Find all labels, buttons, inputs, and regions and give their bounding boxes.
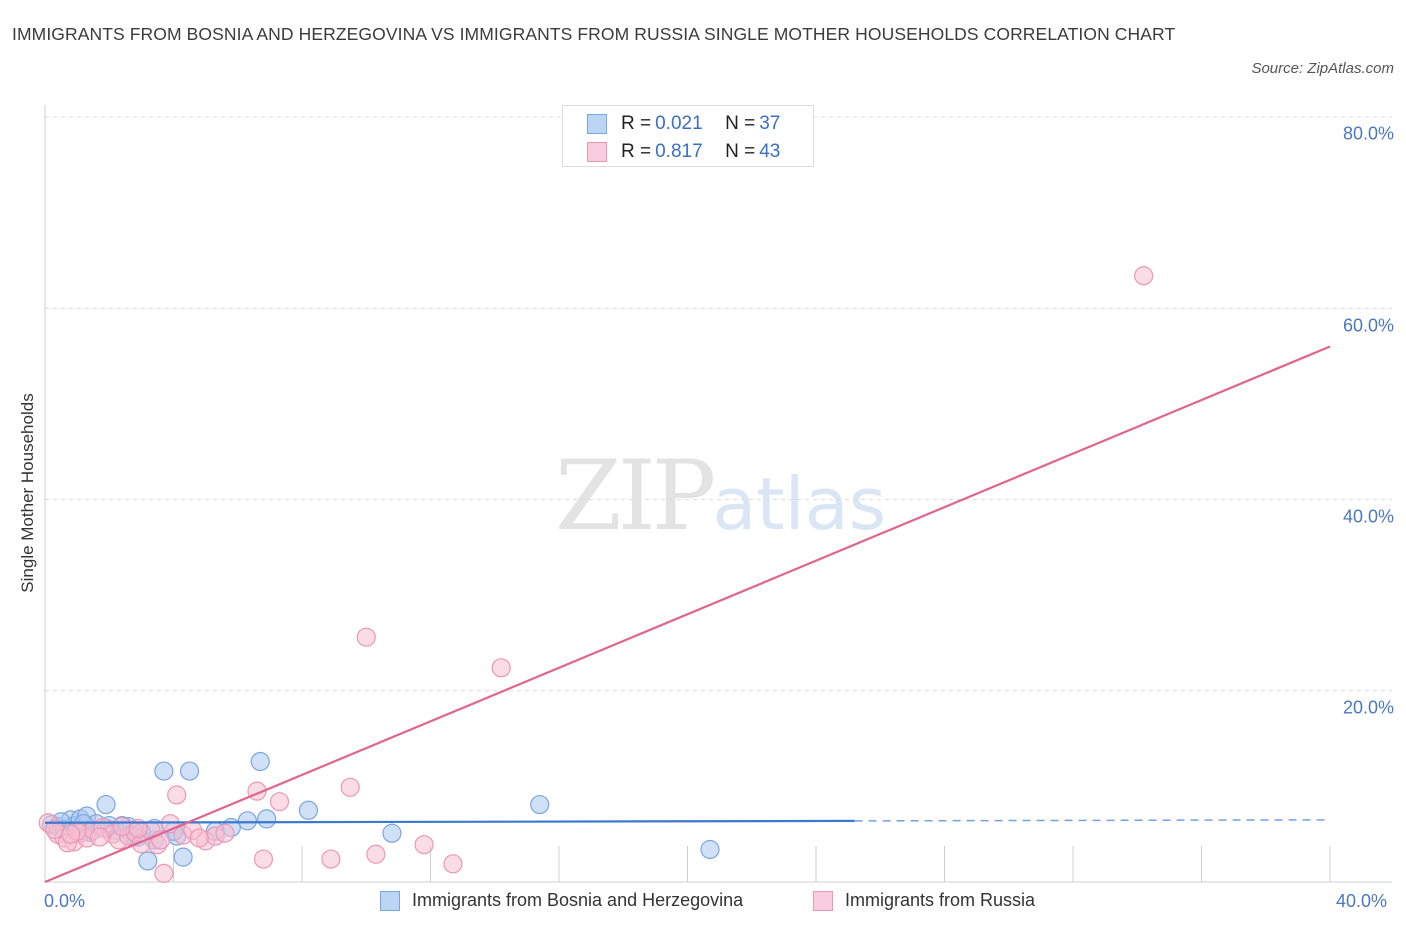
trend-line-russia xyxy=(44,345,1331,884)
point-bosnia xyxy=(237,811,257,831)
point-russia xyxy=(414,835,434,855)
r-label: R = xyxy=(621,141,652,162)
point-russia xyxy=(356,627,376,647)
legend-label-bosnia: Immigrants from Bosnia and Herzegovina xyxy=(412,890,744,910)
point-russia xyxy=(1134,266,1154,286)
trend-line-bosnia-dashed xyxy=(854,819,1331,822)
point-bosnia xyxy=(154,761,174,781)
stats-legend-row-russia: R = 0.817 N = 43 xyxy=(587,139,780,165)
point-russia xyxy=(167,785,187,805)
data-points xyxy=(38,266,1154,883)
point-bosnia xyxy=(138,851,158,871)
legend-label-russia: Immigrants from Russia xyxy=(845,890,1036,910)
point-bosnia xyxy=(257,809,277,829)
trend-lines xyxy=(44,345,1331,884)
point-bosnia xyxy=(382,823,402,843)
legend-swatch-russia xyxy=(813,890,833,911)
point-bosnia xyxy=(250,751,270,772)
point-bosnia xyxy=(173,847,193,867)
point-russia xyxy=(128,818,148,839)
watermark: ZIPatlas xyxy=(555,440,886,552)
r-value: 0.817 xyxy=(655,141,703,162)
legend-swatch-bosnia xyxy=(380,890,400,911)
point-russia xyxy=(443,854,463,874)
point-russia xyxy=(215,823,235,843)
legend-item-bosnia: Immigrants from Bosnia and Herzegovina xyxy=(380,890,743,911)
n-label: N = xyxy=(725,113,756,134)
x-tick-label-min: 0.0% xyxy=(44,891,86,911)
y-tick-label-80: 80.0% xyxy=(1342,123,1394,144)
watermark-zip: ZIP xyxy=(555,440,716,552)
point-bosnia xyxy=(700,839,720,860)
y-axis-label: Single Mother Households xyxy=(18,393,37,593)
watermark-atlas: atlas xyxy=(712,462,887,546)
r-value: 0.021 xyxy=(655,113,703,134)
point-bosnia xyxy=(530,794,550,815)
axes xyxy=(44,105,1392,883)
point-russia xyxy=(61,824,81,844)
point-russia xyxy=(321,849,341,869)
stats-legend: R = 0.021 N = 37 R = 0.817 N = 43 xyxy=(562,105,814,167)
point-russia xyxy=(366,844,386,864)
point-russia xyxy=(340,777,360,797)
point-russia xyxy=(90,827,110,847)
x-tick-label-max: 40.0% xyxy=(1336,891,1388,911)
y-tick-label-60: 60.0% xyxy=(1342,315,1394,336)
point-bosnia xyxy=(179,761,200,781)
legend-item-russia: Immigrants from Russia xyxy=(813,890,1035,911)
y-tick-label-40: 40.0% xyxy=(1342,506,1394,527)
point-russia xyxy=(154,863,174,883)
r-label: R = xyxy=(621,113,652,134)
stats-legend-row-bosnia: R = 0.021 N = 37 xyxy=(587,111,780,137)
point-russia xyxy=(269,792,290,812)
y-tick-label-20: 20.0% xyxy=(1342,697,1394,718)
chart-title: IMMIGRANTS FROM BOSNIA AND HERZEGOVINA V… xyxy=(12,24,1176,44)
russia-swatch xyxy=(587,142,607,162)
point-russia xyxy=(253,849,274,869)
point-russia xyxy=(189,828,209,848)
n-value: 37 xyxy=(759,113,781,134)
point-russia xyxy=(112,816,132,837)
point-bosnia xyxy=(298,800,319,820)
trend-line-bosnia xyxy=(44,819,855,824)
point-bosnia xyxy=(96,794,116,815)
source-label: Source: ZipAtlas.com xyxy=(1251,60,1394,77)
n-label: N = xyxy=(725,141,756,162)
n-value: 43 xyxy=(759,141,781,162)
point-russia xyxy=(491,658,511,678)
bosnia-swatch xyxy=(587,114,607,134)
